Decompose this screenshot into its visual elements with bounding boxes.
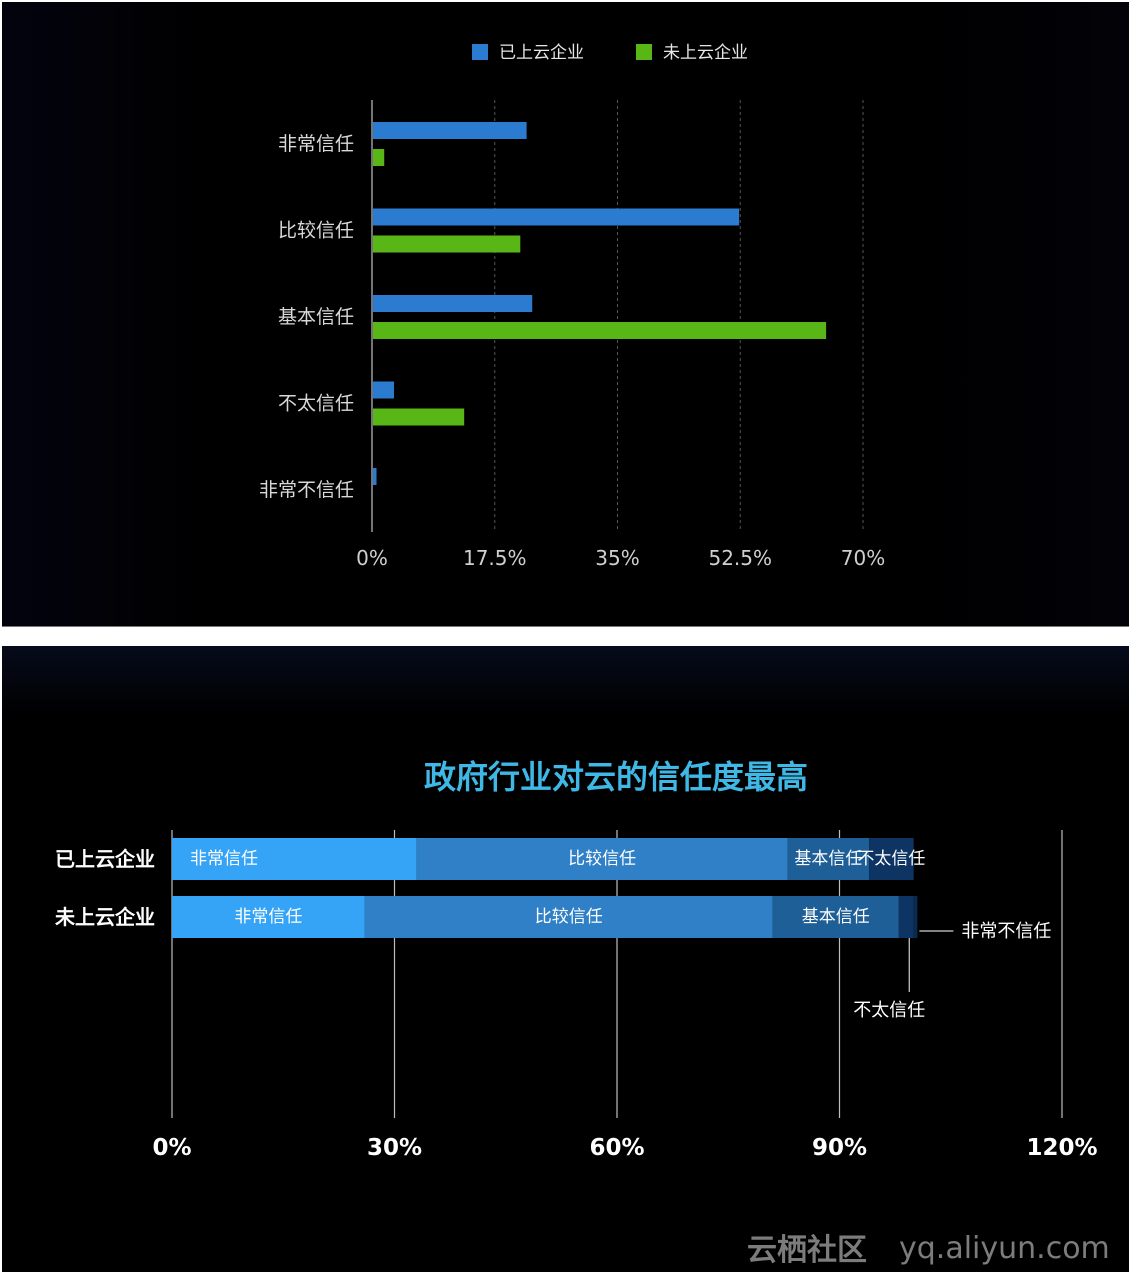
x-tick-label: 60% [589, 1135, 644, 1161]
segment-label: 基本信任 [802, 907, 870, 927]
stacked-segment [172, 896, 365, 938]
category-label: 比较信任 [278, 220, 354, 242]
category-label: 基本信任 [278, 306, 354, 328]
x-tick-label: 70% [841, 546, 885, 570]
watermark-en: yq.aliyun.com [899, 1231, 1110, 1266]
legend-swatch [636, 44, 652, 60]
x-tick-label: 35% [595, 546, 639, 570]
bar [373, 122, 527, 139]
segment-label: 不太信任 [857, 849, 925, 869]
x-tick-label: 30% [367, 1135, 422, 1161]
bar [373, 295, 533, 312]
x-tick-label: 52.5% [708, 546, 772, 570]
stacked-segment [869, 838, 914, 880]
x-tick-label: 90% [812, 1135, 867, 1161]
chart-title: 政府行业对云的信任度最高 [424, 758, 808, 796]
stacked-segment [364, 896, 773, 938]
bar [373, 381, 395, 399]
segment-label: 非常信任 [190, 849, 258, 869]
x-tick-label: 17.5% [463, 546, 527, 570]
bar [373, 468, 377, 485]
bar [373, 408, 465, 426]
stacked-segment [416, 838, 788, 880]
segment-label: 比较信任 [535, 907, 603, 927]
legend-label: 未上云企业 [663, 43, 748, 63]
stacked-segment [772, 896, 899, 938]
bar [373, 235, 521, 253]
stacked-segment [787, 838, 870, 880]
stacked-bar-chart-panel: 政府行业对云的信任度最高 已上云企业 未上云企业 非常信任 比较信任 基本信任 不太信任… [2, 646, 1129, 1272]
bar [373, 208, 740, 226]
category-label: 非常信任 [278, 133, 354, 155]
x-tick-label: 120% [1026, 1135, 1097, 1161]
category-label: 不太信任 [278, 393, 354, 415]
annotation-label: 非常不信任 [961, 921, 1051, 942]
legend-swatch [472, 44, 488, 60]
segment-label: 基本信任 [794, 849, 862, 869]
segment-label: 非常信任 [234, 907, 302, 927]
category-label: 非常不信任 [259, 479, 354, 501]
stacked-segment [913, 896, 918, 938]
x-tick-label: 0% [152, 1135, 191, 1161]
segment-label: 比较信任 [568, 849, 636, 869]
row-label: 已上云企业 [55, 847, 155, 871]
legend-label: 已上云企业 [499, 43, 584, 63]
watermark-cn: 云栖社区 [747, 1233, 867, 1268]
grouped-bar-chart-panel: 已上云企业 未上云企业 非常信任比较信任基本信任不太信任非常不信任 0% 17.5%… [2, 2, 1129, 627]
row-label: 未上云企业 [55, 905, 155, 929]
bar [373, 149, 385, 166]
stacked-segment [898, 896, 914, 938]
stacked-segment [172, 838, 417, 880]
bar [373, 322, 827, 339]
x-tick-label: 0% [356, 546, 388, 570]
annotation-label: 不太信任 [853, 1000, 925, 1021]
